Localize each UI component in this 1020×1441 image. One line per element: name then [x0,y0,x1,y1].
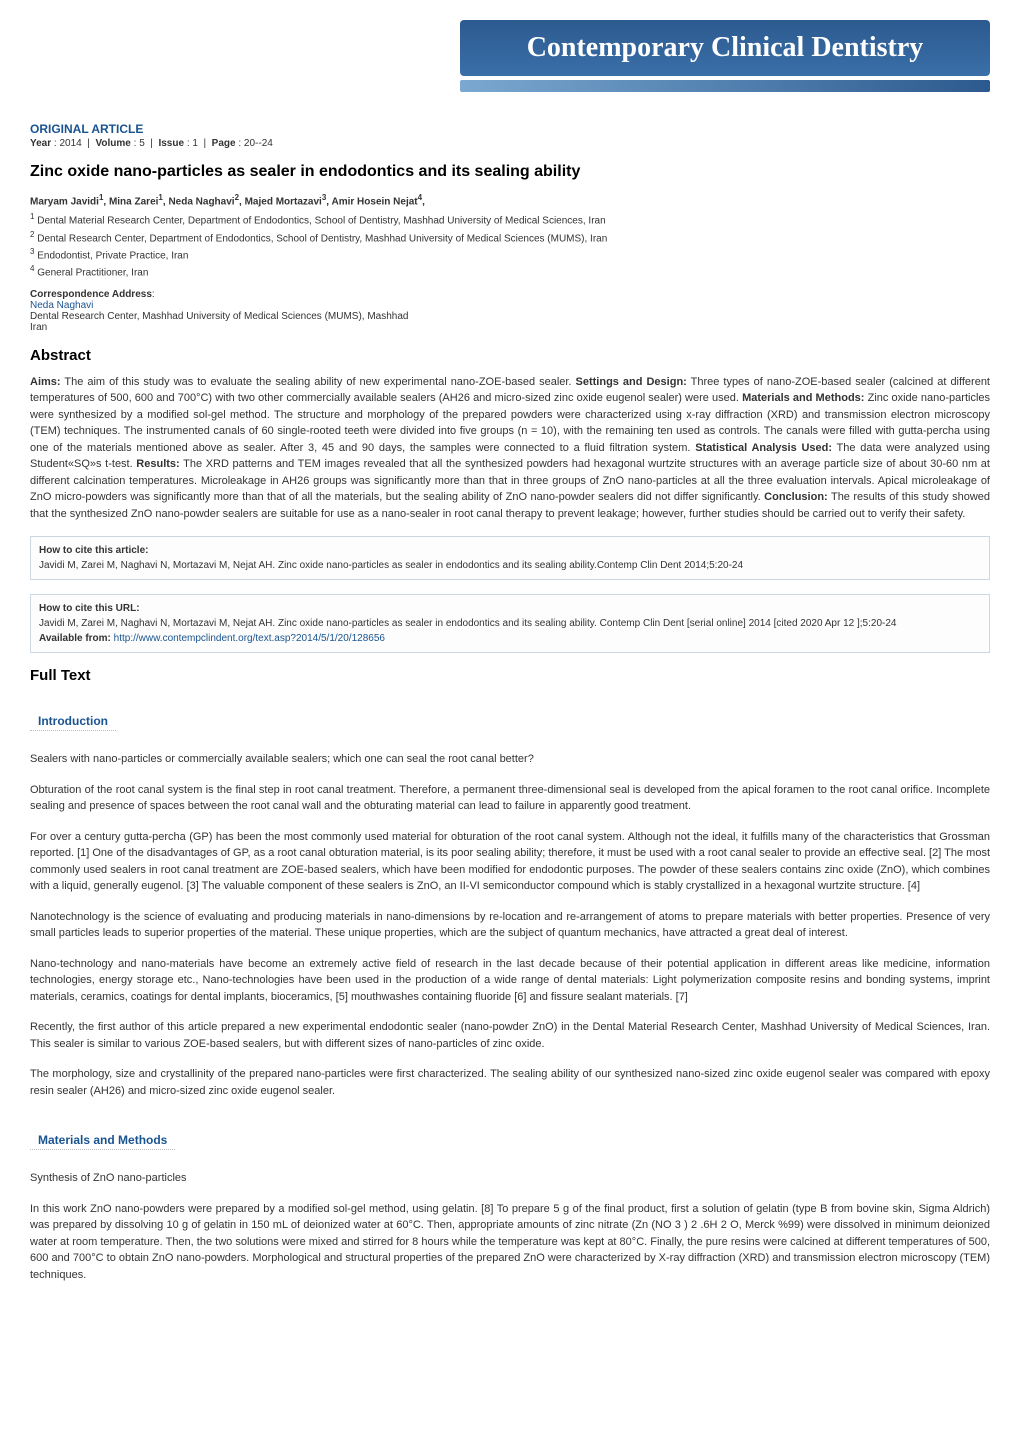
aims-text: The aim of this study was to evaluate th… [64,376,571,388]
correspondence: Correspondence Address: Neda Naghavi Den… [30,289,990,333]
aims-label: Aims: [30,376,61,388]
aff-num: 1 [30,212,34,221]
settings-label: Settings and Design: [576,376,687,388]
aff-num: 3 [30,247,34,256]
introduction-heading: Introduction [30,714,116,731]
materials-label: Materials and Methods: [742,392,864,404]
affiliation-row: 1 Dental Material Research Center, Depar… [30,211,990,228]
affiliations: 1 Dental Material Research Center, Depar… [30,211,990,280]
author: Maryam Javidi [30,196,99,207]
correspondence-name[interactable]: Neda Naghavi [30,300,93,311]
paragraph: Recently, the first author of this artic… [30,1019,990,1052]
year-value: 2014 [59,138,81,149]
correspondence-label: Correspondence Address [30,289,152,300]
aff-text: Dental Research Center, Department of En… [37,233,607,244]
volume-value: 5 [139,138,145,149]
author: Amir Hosein Nejat [331,196,417,207]
author: Majed Mortazavi [245,196,322,207]
correspondence-address: Dental Research Center, Mashhad Universi… [30,311,409,322]
cite-url-box: How to cite this URL: Javidi M, Zarei M,… [30,594,990,653]
banner-underline [460,80,990,92]
paragraph: In this work ZnO nano-powders were prepa… [30,1201,990,1284]
author: Mina Zarei [109,196,158,207]
page-value: 20--24 [244,138,273,149]
affiliation-row: 2 Dental Research Center, Department of … [30,229,990,246]
author: Neda Naghavi [168,196,234,207]
banner-title: Contemporary Clinical Dentistry [460,20,990,76]
affiliation-row: 4 General Practitioner, Iran [30,263,990,280]
journal-banner: Contemporary Clinical Dentistry [30,20,990,92]
abstract-body: Aims: The aim of this study was to evalu… [30,374,990,523]
page-label: Page [212,138,236,149]
fulltext-heading: Full Text [30,667,990,684]
cite-article-label: How to cite this article: [39,545,148,556]
paragraph: Nanotechnology is the science of evaluat… [30,909,990,942]
paragraph: Obturation of the root canal system is t… [30,782,990,815]
author-aff: 3 [322,193,326,202]
available-label: Available from: [39,633,111,644]
cite-url-link[interactable]: http://www.contempclindent.org/text.asp?… [114,633,385,644]
author-aff: 4 [418,193,422,202]
issue-label: Issue [158,138,184,149]
authors-line: Maryam Javidi1, Mina Zarei1, Neda Naghav… [30,193,990,207]
paragraph: Sealers with nano-particles or commercia… [30,751,990,768]
cite-url-label: How to cite this URL: [39,603,140,614]
paragraph: Nano-technology and nano-materials have … [30,956,990,1006]
stats-label: Statistical Analysis Used: [695,442,832,454]
aff-text: Endodontist, Private Practice, Iran [37,250,188,261]
synth-subheading: Synthesis of ZnO nano-particles [30,1170,990,1187]
paragraph: The morphology, size and crystallinity o… [30,1066,990,1099]
volume-label: Volume [95,138,130,149]
cite-article-box: How to cite this article: Javidi M, Zare… [30,536,990,580]
conclusion-label: Conclusion: [764,491,828,503]
author-aff: 1 [99,193,103,202]
abstract-heading: Abstract [30,347,990,364]
aff-num: 4 [30,264,34,273]
cite-article-text: Javidi M, Zarei M, Naghavi N, Mortazavi … [39,560,743,571]
year-label: Year [30,138,51,149]
body-text: Synthesis of ZnO nano-particles In this … [30,1170,990,1283]
aff-num: 2 [30,230,34,239]
results-label: Results: [136,458,179,470]
correspondence-country: Iran [30,322,47,333]
article-title: Zinc oxide nano-particles as sealer in e… [30,163,990,181]
paragraph: For over a century gutta-percha (GP) has… [30,829,990,895]
body-text: Sealers with nano-particles or commercia… [30,751,990,1099]
article-type: ORIGINAL ARTICLE [30,122,990,136]
aff-text: General Practitioner, Iran [37,268,148,279]
aff-text: Dental Material Research Center, Departm… [37,216,605,227]
meta-line: Year : 2014 | Volume : 5 | Issue : 1 | P… [30,138,990,149]
author-aff: 1 [158,193,162,202]
author-aff: 2 [235,193,239,202]
cite-url-text: Javidi M, Zarei M, Naghavi N, Mortazavi … [39,618,896,629]
issue-value: 1 [192,138,198,149]
affiliation-row: 3 Endodontist, Private Practice, Iran [30,246,990,263]
methods-heading: Materials and Methods [30,1133,175,1150]
